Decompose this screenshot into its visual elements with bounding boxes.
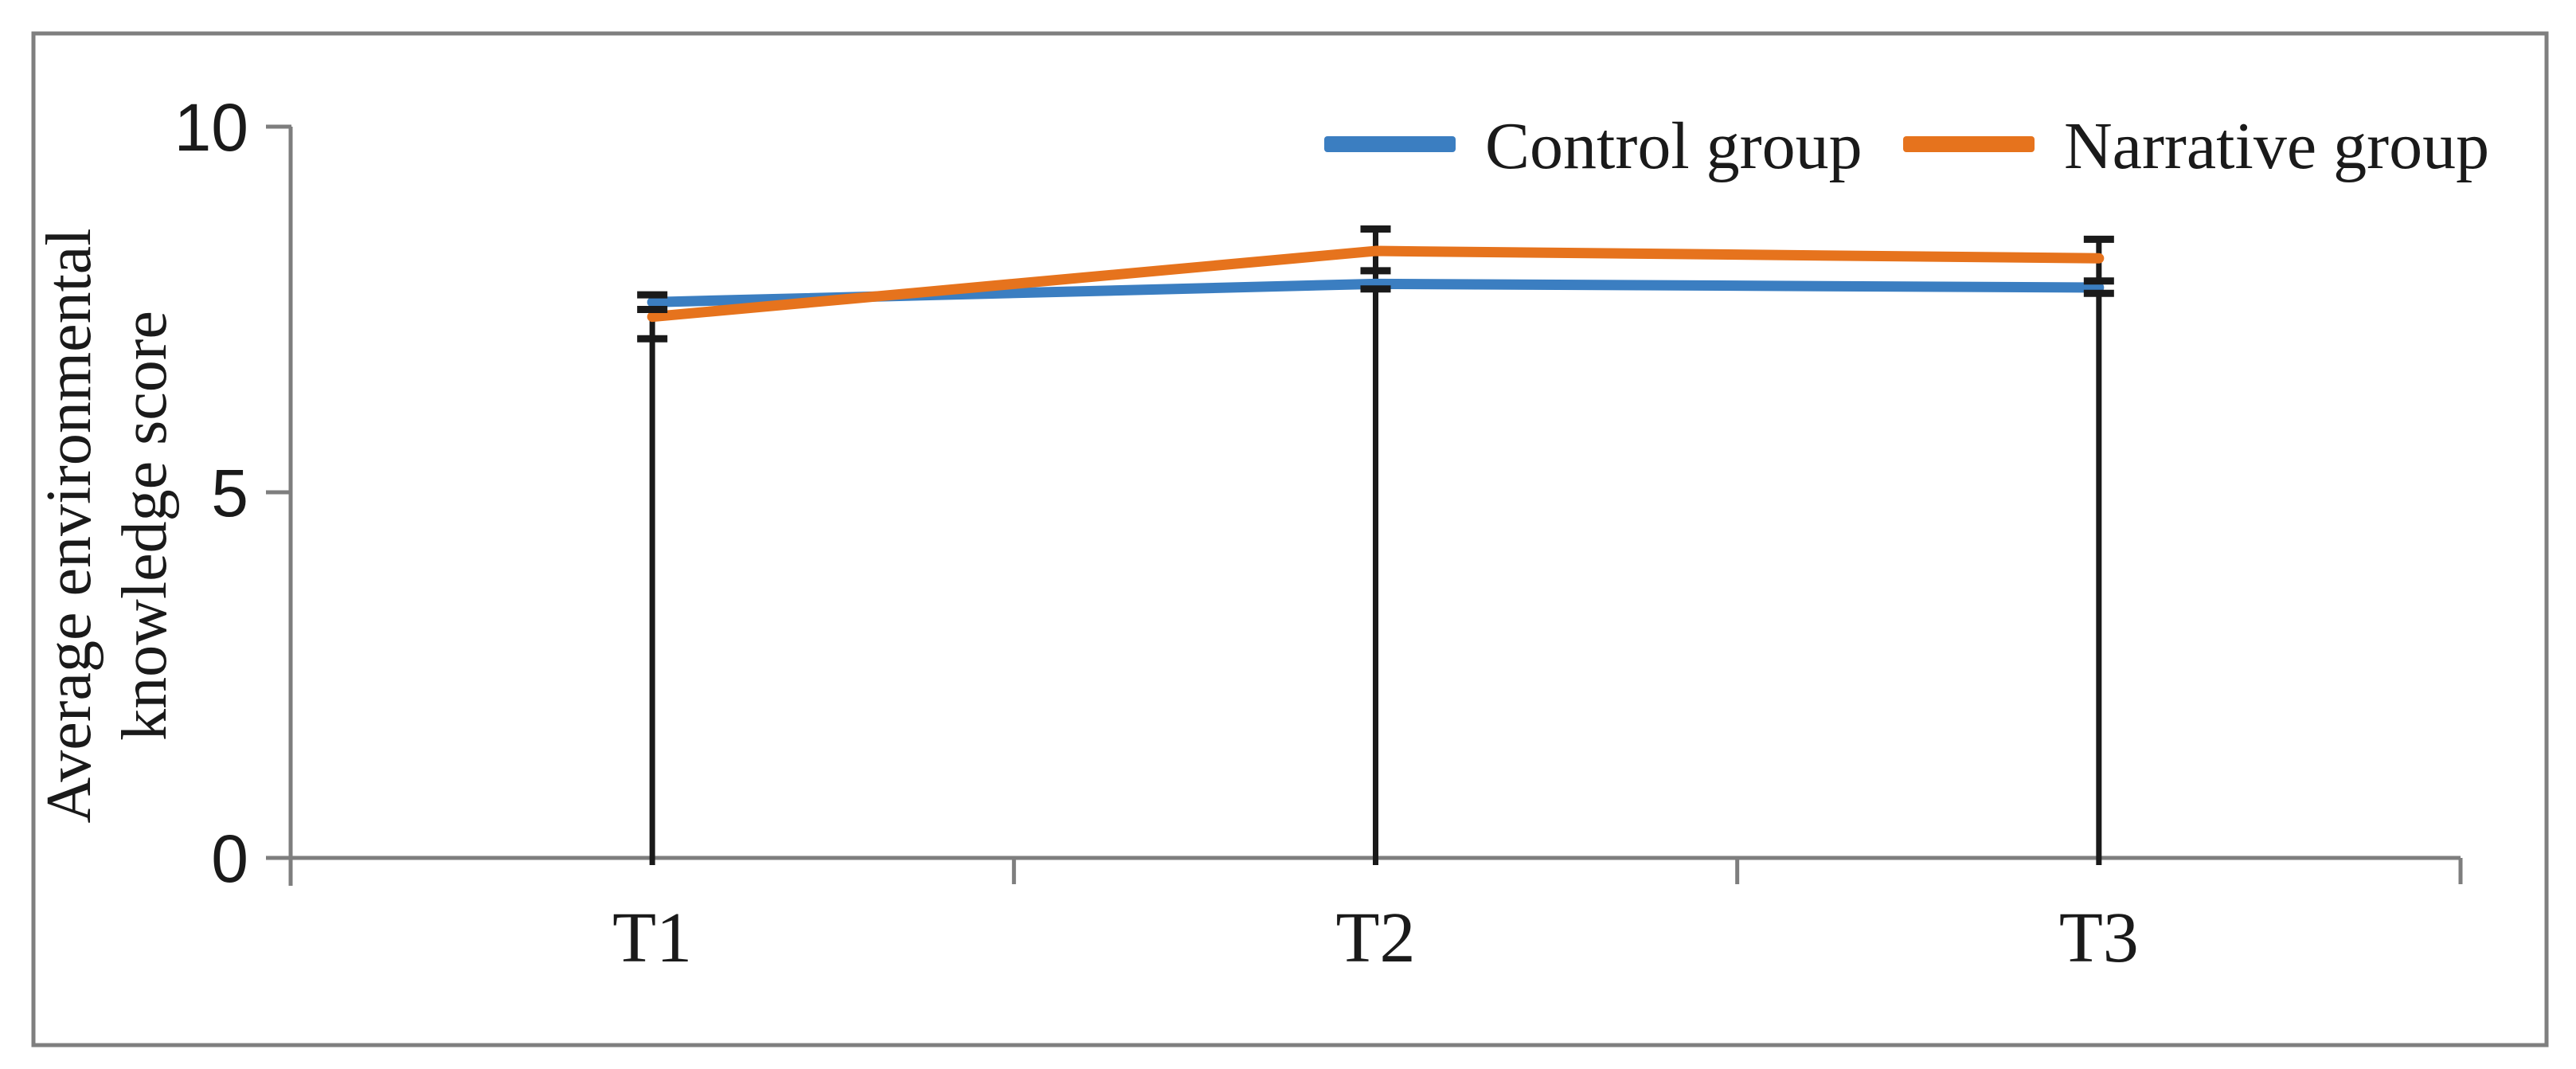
x-category-label: T1: [612, 899, 692, 977]
error-drop-lines: [649, 229, 2102, 865]
legend: Control group Narrative group: [1324, 109, 2489, 183]
legend-label: Control group: [1485, 109, 1863, 183]
legend-item: Control group: [1324, 109, 1863, 183]
axes: 0 5 10 T1 T2 T3: [174, 90, 2463, 977]
legend-swatch: [1903, 136, 2035, 152]
y-tick-label: 10: [174, 90, 248, 165]
y-tick-label: 0: [211, 821, 248, 896]
x-category-label: T3: [2059, 899, 2139, 977]
chart-root: 0 5 10 T1 T2 T3 Average environmental knowledge…: [31, 31, 2549, 1047]
x-category-label: T2: [1336, 899, 1416, 977]
legend-item: Narrative group: [1903, 109, 2489, 183]
legend-label: Narrative group: [2064, 109, 2489, 183]
error-caps: [637, 225, 2114, 343]
legend-swatch: [1324, 136, 1456, 152]
y-tick-label: 5: [211, 456, 248, 531]
y-axis-title-line: Average environmental: [34, 228, 104, 823]
series-line-narrative-group: [647, 245, 2105, 323]
figure-border: [31, 31, 2549, 1047]
y-axis-title-line: knowledge score: [110, 311, 180, 741]
